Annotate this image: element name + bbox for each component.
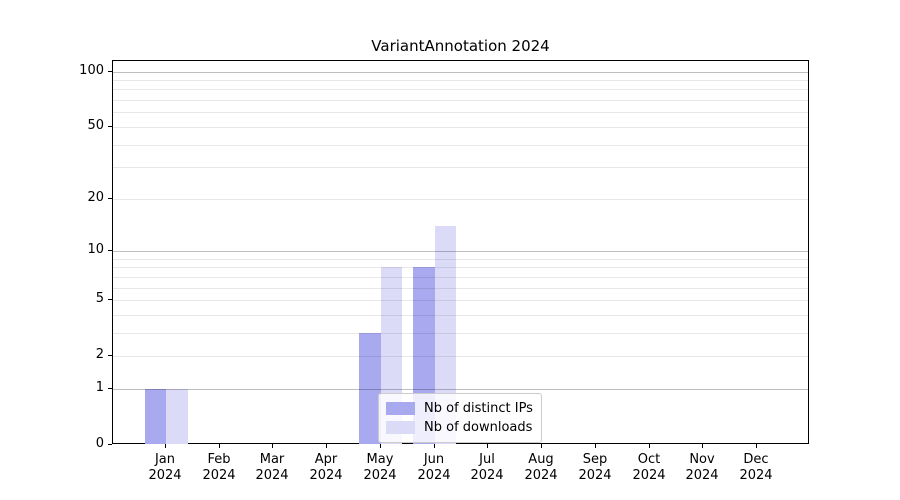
bar-downloads-jan: [166, 388, 188, 444]
gridline-minor: [113, 267, 808, 268]
x-tick: [434, 444, 435, 448]
gridline-minor: [113, 333, 808, 334]
plot-area: [112, 60, 809, 444]
y-tick-label-1: 1: [95, 380, 104, 395]
x-tick: [541, 444, 542, 448]
grid-layer: [113, 61, 808, 443]
gridline-minor: [113, 145, 808, 146]
x-tick: [272, 444, 273, 448]
gridline-minor: [113, 199, 808, 200]
x-tick: [380, 444, 381, 448]
chart-title: VariantAnnotation 2024: [371, 37, 550, 55]
x-tick: [487, 444, 488, 448]
x-tick-label-may: May 2024: [363, 452, 397, 483]
bar-distinct-ips-jan: [144, 388, 166, 444]
gridline-minor: [113, 277, 808, 278]
y-tick-label-2: 2: [95, 347, 104, 362]
x-tick-label-apr: Apr 2024: [309, 452, 343, 483]
x-tick-label-jul: Jul 2024: [470, 452, 504, 483]
legend-item-downloads: Nb of downloads: [386, 418, 533, 437]
gridline-minor: [113, 80, 808, 81]
bar-downloads-jun: [434, 225, 457, 444]
x-tick-label-nov: Nov 2024: [685, 452, 719, 483]
gridline-major: [113, 251, 808, 252]
y-tick: [108, 250, 112, 251]
gridline-minor: [113, 112, 808, 113]
gridline-minor: [113, 100, 808, 101]
legend: Nb of distinct IPs Nb of downloads: [378, 393, 542, 443]
x-tick: [702, 444, 703, 448]
bar-distinct-ips-may: [359, 332, 381, 444]
legend-swatch-distinct-ips: [386, 402, 415, 415]
y-tick: [108, 388, 112, 389]
y-tick-label-100: 100: [79, 63, 104, 78]
x-tick: [595, 444, 596, 448]
gridline-minor: [113, 288, 808, 289]
x-tick-label-mar: Mar 2024: [255, 452, 289, 483]
gridline-minor: [113, 300, 808, 301]
x-tick: [649, 444, 650, 448]
y-tick: [108, 355, 112, 356]
y-tick: [108, 299, 112, 300]
y-tick-label-5: 5: [95, 291, 104, 306]
legend-swatch-downloads: [386, 421, 415, 434]
gridline-major: [113, 389, 808, 390]
x-tick-label-feb: Feb 2024: [202, 452, 236, 483]
y-tick-label-50: 50: [87, 118, 104, 133]
gridline-minor: [113, 315, 808, 316]
legend-label-distinct-ips: Nb of distinct IPs: [424, 401, 533, 416]
y-tick: [108, 198, 112, 199]
x-tick-label-jun: Jun 2024: [417, 452, 451, 483]
gridline-minor: [113, 127, 808, 128]
gridline-major: [113, 72, 808, 73]
gridline-minor: [113, 89, 808, 90]
legend-item-distinct-ips: Nb of distinct IPs: [386, 399, 533, 418]
y-tick: [108, 71, 112, 72]
x-tick-label-aug: Aug 2024: [524, 452, 558, 483]
x-tick-label-jan: Jan 2024: [148, 452, 182, 483]
x-tick: [326, 444, 327, 448]
gridline-minor: [113, 167, 808, 168]
x-tick: [756, 444, 757, 448]
gridline-minor: [113, 259, 808, 260]
y-tick-label-20: 20: [87, 190, 104, 205]
x-tick-label-sep: Sep 2024: [578, 452, 612, 483]
x-tick: [219, 444, 220, 448]
y-tick: [108, 126, 112, 127]
y-tick-label-0: 0: [95, 436, 104, 451]
x-tick-label-dec: Dec 2024: [739, 452, 773, 483]
x-tick-label-oct: Oct 2024: [632, 452, 666, 483]
y-tick: [108, 444, 112, 445]
x-tick: [165, 444, 166, 448]
y-tick-label-10: 10: [87, 242, 104, 257]
gridline-minor: [113, 356, 808, 357]
legend-label-downloads: Nb of downloads: [424, 420, 533, 435]
